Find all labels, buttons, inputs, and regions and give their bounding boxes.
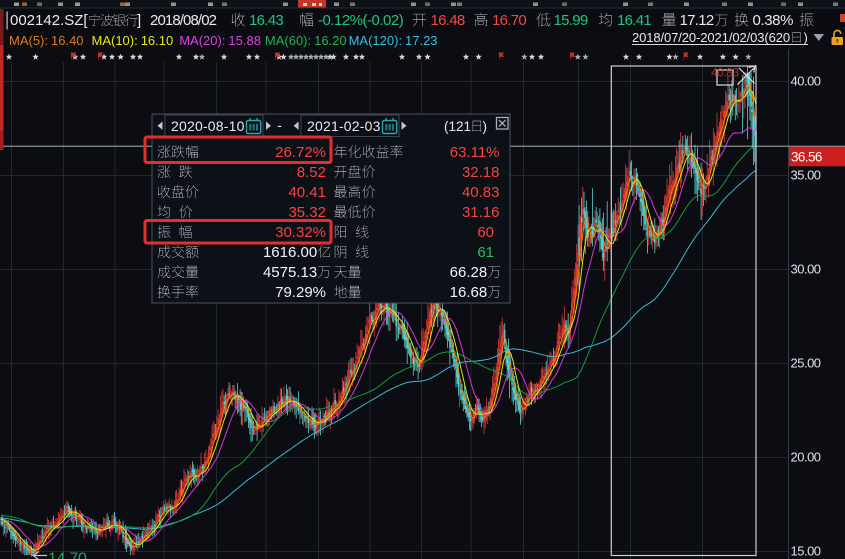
svg-text:20.00: 20.00	[791, 450, 821, 465]
svg-text:32.18: 32.18	[462, 164, 500, 181]
svg-text:40.00: 40.00	[791, 74, 821, 89]
svg-text:16.41: 16.41	[617, 12, 651, 29]
svg-text:MA(5):: MA(5):	[9, 33, 48, 48]
svg-text:15.88: 15.88	[228, 33, 261, 48]
svg-text:0.38%: 0.38%	[753, 12, 794, 29]
svg-text:30.00: 30.00	[791, 262, 821, 277]
svg-text:1616.00: 1616.00	[263, 244, 317, 261]
svg-text:25.00: 25.00	[791, 356, 821, 371]
svg-text:17.12: 17.12	[680, 12, 714, 29]
svg-text:-0.12%(-0.02): -0.12%(-0.02)	[318, 12, 404, 29]
svg-text:]: ]	[137, 12, 141, 29]
svg-text:): )	[483, 119, 488, 134]
svg-text:31.16: 31.16	[462, 204, 500, 221]
svg-text:26.72%: 26.72%	[275, 144, 326, 161]
svg-text:16.43: 16.43	[249, 12, 283, 29]
svg-text:16.68: 16.68	[450, 284, 488, 301]
svg-text:40.41: 40.41	[288, 184, 326, 201]
svg-text:2020-08-10: 2020-08-10	[171, 118, 245, 134]
svg-text:16.70: 16.70	[492, 12, 526, 29]
svg-text:14.70: 14.70	[48, 551, 87, 559]
svg-text:MA(60):: MA(60):	[265, 33, 311, 48]
svg-text:): )	[804, 30, 808, 45]
svg-text:63.11%: 63.11%	[450, 144, 500, 161]
svg-text:2021-02-03: 2021-02-03	[307, 118, 381, 134]
svg-text:60: 60	[477, 224, 494, 241]
svg-text:2018/08/02: 2018/08/02	[150, 12, 217, 29]
svg-text:36.56: 36.56	[791, 150, 822, 165]
svg-text:4575.13: 4575.13	[263, 264, 317, 281]
svg-text:79.29%: 79.29%	[275, 284, 326, 301]
svg-text:35.32: 35.32	[288, 204, 326, 221]
svg-text:66.28: 66.28	[450, 264, 488, 281]
svg-text:002142.SZ[: 002142.SZ[	[10, 12, 88, 29]
svg-text:MA(20):: MA(20):	[179, 33, 225, 48]
svg-text:MA(120):: MA(120):	[349, 33, 402, 48]
svg-text:30.32%: 30.32%	[275, 224, 326, 241]
svg-text:(121: (121	[444, 119, 471, 134]
svg-text:2018/07/20-2021/02/03(620: 2018/07/20-2021/02/03(620	[632, 30, 790, 45]
svg-text:16.20: 16.20	[314, 33, 347, 48]
svg-text:16.10: 16.10	[141, 33, 174, 48]
svg-text:15.00: 15.00	[791, 544, 821, 559]
svg-text:17.23: 17.23	[405, 33, 438, 48]
svg-text:16.48: 16.48	[431, 12, 465, 29]
svg-text:MA(10):: MA(10):	[92, 33, 138, 48]
svg-text:40.83: 40.83	[711, 66, 739, 80]
svg-text:40.83: 40.83	[462, 184, 500, 201]
svg-text:16.40: 16.40	[51, 33, 84, 48]
svg-text:15.99: 15.99	[554, 12, 588, 29]
svg-text:8.52: 8.52	[297, 164, 326, 181]
svg-text:61: 61	[477, 244, 494, 261]
svg-text:35.00: 35.00	[791, 168, 821, 183]
svg-text:-: -	[277, 117, 282, 133]
